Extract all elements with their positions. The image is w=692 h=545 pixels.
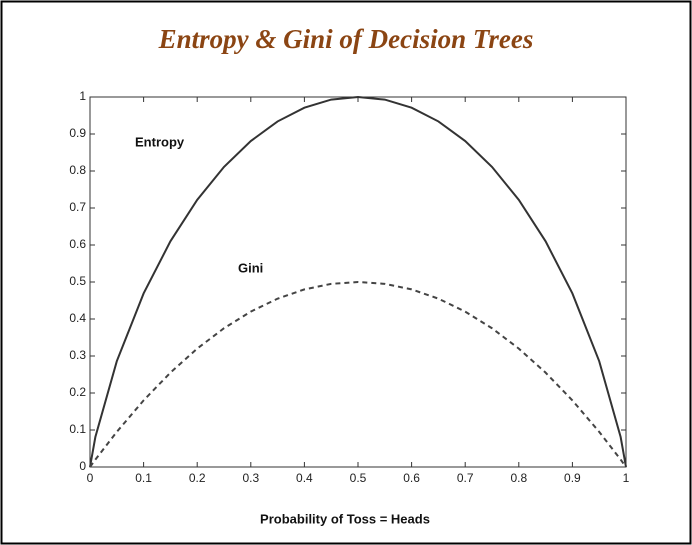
x-tick-label: 0.4 — [296, 471, 313, 485]
y-tick-label: 0.1 — [69, 422, 86, 436]
series-line — [89, 280, 627, 468]
y-tick-label: 0.8 — [69, 163, 86, 177]
annotation: Gini — [238, 260, 263, 275]
chart-title: Entropy & Gini of Decision Trees — [158, 24, 534, 54]
x-tick-label: 0.6 — [403, 471, 420, 485]
y-tick-label: 1 — [79, 89, 86, 103]
x-tick-label: 0.3 — [242, 471, 259, 485]
y-tick-label: 0.4 — [69, 311, 86, 325]
y-tick-label: 0.6 — [69, 237, 86, 251]
x-tick-label: 0.7 — [457, 471, 474, 485]
x-tick-label: 0.8 — [510, 471, 527, 485]
y-tick-label: 0.5 — [69, 274, 86, 288]
x-tick-label: 1 — [623, 471, 630, 485]
x-tick-label: 0.5 — [350, 471, 367, 485]
series-line — [89, 95, 627, 468]
x-tick-label: 0.9 — [564, 471, 581, 485]
y-tick-label: 0.3 — [69, 348, 86, 362]
x-axis-label: Probability of Toss = Heads — [260, 511, 430, 526]
y-tick-label: 0.2 — [69, 385, 86, 399]
x-tick-label: 0.2 — [189, 471, 206, 485]
y-tick-label: 0.7 — [69, 200, 86, 214]
annotation: Entropy — [135, 134, 185, 149]
y-tick-label: 0.9 — [69, 126, 86, 140]
x-tick-label: 0.1 — [135, 471, 152, 485]
x-tick-label: 0 — [87, 471, 94, 485]
y-tick-label: 0 — [79, 459, 86, 473]
